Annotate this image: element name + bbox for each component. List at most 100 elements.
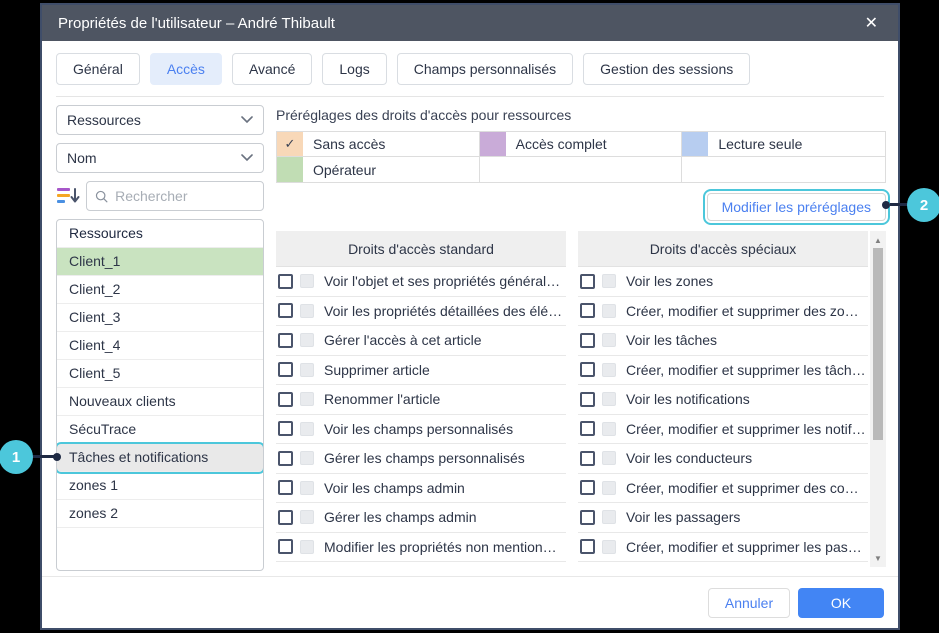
- right-checkbox-primary[interactable]: [278, 391, 293, 407]
- right-checkbox-primary[interactable]: [580, 480, 595, 496]
- legend-label: Sans accès: [313, 136, 386, 152]
- resource-list-item[interactable]: Client_5: [57, 360, 263, 388]
- legend-sans-acces: ✓ Sans accès: [277, 132, 480, 157]
- right-checkbox-secondary[interactable]: [300, 480, 314, 495]
- resource-list-item[interactable]: zones 2: [57, 500, 263, 528]
- right-checkbox-primary[interactable]: [580, 362, 595, 378]
- right-checkbox-primary[interactable]: [580, 450, 595, 466]
- right-label: Gérer les champs personnalisés: [324, 450, 525, 467]
- right-checkbox-secondary[interactable]: [602, 303, 616, 318]
- access-right-row: Voir les conducteurs: [578, 444, 868, 474]
- scrollbar-thumb[interactable]: [873, 248, 883, 440]
- right-checkbox-secondary[interactable]: [602, 451, 616, 466]
- right-checkbox-secondary[interactable]: [300, 362, 314, 377]
- access-right-row: Créer, modifier et supprimer des cond…: [578, 474, 868, 503]
- right-checkbox-secondary[interactable]: [602, 421, 616, 436]
- right-checkbox-secondary[interactable]: [300, 274, 314, 289]
- rights-scrollbar[interactable]: ▲ ▼: [870, 231, 886, 567]
- tab-logs[interactable]: Logs: [322, 53, 387, 85]
- right-checkbox-primary[interactable]: [580, 391, 595, 407]
- right-checkbox-secondary[interactable]: [602, 510, 616, 525]
- right-checkbox-secondary[interactable]: [602, 333, 616, 348]
- right-checkbox-primary[interactable]: [278, 450, 293, 466]
- search-input[interactable]: [115, 188, 255, 204]
- right-checkbox-secondary[interactable]: [300, 539, 314, 554]
- right-checkbox-secondary[interactable]: [300, 421, 314, 436]
- resource-type-value: Ressources: [67, 112, 141, 128]
- right-checkbox-secondary[interactable]: [602, 274, 616, 289]
- right-checkbox-secondary[interactable]: [300, 303, 314, 318]
- resource-type-dropdown[interactable]: Ressources: [56, 105, 264, 135]
- right-checkbox-primary[interactable]: [278, 332, 293, 348]
- resource-list-item[interactable]: Nouveaux clients: [57, 388, 263, 416]
- right-checkbox-primary[interactable]: [278, 421, 293, 437]
- right-label: Voir l'objet et ses propriétés générale…: [324, 273, 564, 290]
- edit-presets-button[interactable]: Modifier les préréglages: [702, 189, 891, 225]
- sort-order-icon[interactable]: [56, 184, 80, 208]
- tab-champs-personnalises[interactable]: Champs personnalisés: [396, 53, 574, 85]
- right-checkbox-primary[interactable]: [580, 539, 595, 555]
- legend-label: Opérateur: [313, 161, 377, 178]
- resource-list-item[interactable]: Client_1: [57, 248, 263, 276]
- presets-legend: ✓ Sans accès Accès complet Lecture seule…: [276, 131, 886, 183]
- right-checkbox-primary[interactable]: [580, 421, 595, 437]
- access-right-row: Gérer les champs admin: [276, 503, 566, 533]
- legend-swatch-lecture-seule: [682, 132, 709, 156]
- right-label: Supprimer article: [324, 361, 430, 378]
- resource-list-item[interactable]: Client_4: [57, 332, 263, 360]
- right-label: Créer, modifier et supprimer les pass…: [626, 538, 866, 555]
- right-checkbox-primary[interactable]: [278, 303, 293, 319]
- resource-list-item[interactable]: SécuTrace: [57, 416, 263, 444]
- access-right-row: Renommer l'article: [276, 385, 566, 415]
- right-checkbox-secondary[interactable]: [602, 480, 616, 495]
- right-checkbox-secondary[interactable]: [602, 362, 616, 377]
- access-right-row: Voir les tâches: [578, 326, 868, 356]
- right-checkbox-secondary[interactable]: [602, 539, 616, 554]
- rights-columns: Droits d'accès standard Voir l'objet et …: [276, 231, 886, 567]
- legend-swatch-acces-complet: [479, 132, 506, 156]
- ok-button[interactable]: OK: [798, 587, 884, 618]
- right-label: Modifier les propriétés non mentionn…: [324, 538, 564, 555]
- dialog-footer: Annuler OK: [42, 576, 898, 628]
- tab-avance[interactable]: Avancé: [231, 53, 313, 85]
- right-checkbox-primary[interactable]: [580, 332, 595, 348]
- right-checkbox-secondary[interactable]: [300, 451, 314, 466]
- right-label: Gérer les champs admin: [324, 509, 477, 526]
- tab-gestion-sessions[interactable]: Gestion des sessions: [583, 53, 751, 85]
- resource-list-item[interactable]: Client_2: [57, 276, 263, 304]
- access-right-row: Gérer les champs personnalisés: [276, 444, 566, 474]
- presets-title: Préréglages des droits d'accès pour ress…: [276, 107, 572, 123]
- right-checkbox-primary[interactable]: [580, 509, 595, 525]
- right-label: Créer, modifier et supprimer des cond…: [626, 479, 866, 496]
- standard-rights-rows: Voir l'objet et ses propriétés générale……: [276, 267, 566, 567]
- tab-acces[interactable]: Accès: [149, 53, 222, 85]
- sort-field-dropdown[interactable]: Nom: [56, 143, 264, 173]
- right-checkbox-primary[interactable]: [278, 480, 293, 496]
- right-checkbox-primary[interactable]: [278, 273, 293, 289]
- right-checkbox-primary[interactable]: [580, 303, 595, 319]
- right-checkbox-primary[interactable]: [278, 539, 293, 555]
- resource-list-item[interactable]: zones 1: [57, 472, 263, 500]
- special-rights-header: Droits d'accès spéciaux: [578, 231, 868, 267]
- right-checkbox-secondary[interactable]: [602, 392, 616, 407]
- tab-general[interactable]: Général: [56, 53, 140, 85]
- presets-button-row: Modifier les préréglages: [276, 189, 891, 225]
- right-checkbox-secondary[interactable]: [300, 510, 314, 525]
- resource-list-item[interactable]: Tâches et notifications: [57, 444, 263, 472]
- special-rights-column: Droits d'accès spéciaux Voir les zones C…: [578, 231, 868, 567]
- scroll-up-icon[interactable]: ▲: [874, 235, 882, 245]
- right-checkbox-primary[interactable]: [580, 273, 595, 289]
- right-checkbox-primary[interactable]: [278, 362, 293, 378]
- access-rights-panel: Préréglages des droits d'accès pour ress…: [276, 105, 891, 571]
- annotation-connector-1: [32, 455, 54, 458]
- scroll-down-icon[interactable]: ▼: [874, 553, 882, 563]
- resource-list-item[interactable]: Ressources: [57, 220, 263, 248]
- right-checkbox-primary[interactable]: [278, 509, 293, 525]
- resource-list-item[interactable]: Client_3: [57, 304, 263, 332]
- access-right-row: Voir les passagers: [578, 503, 868, 533]
- close-icon[interactable]: ✕: [864, 15, 878, 32]
- cancel-button[interactable]: Annuler: [708, 587, 790, 618]
- right-checkbox-secondary[interactable]: [300, 392, 314, 407]
- right-checkbox-secondary[interactable]: [300, 333, 314, 348]
